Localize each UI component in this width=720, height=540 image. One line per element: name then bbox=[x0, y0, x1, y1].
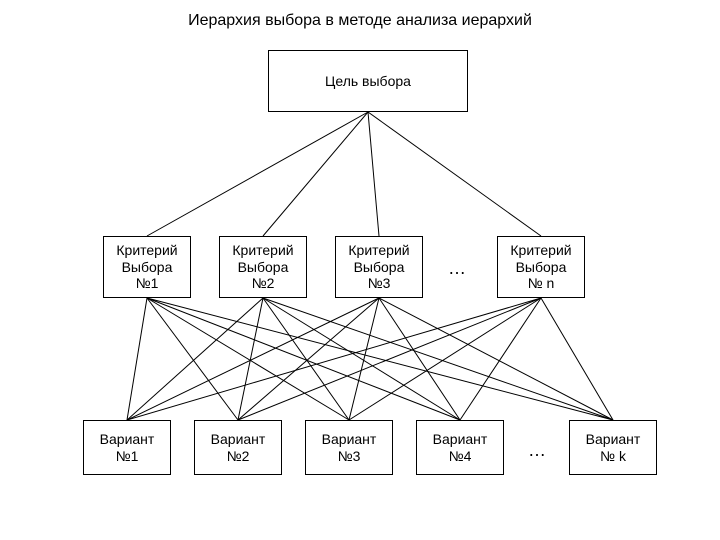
node-variant-2: Вариант №2 bbox=[194, 420, 282, 475]
node-criterion-3: Критерий Выбора №3 bbox=[335, 236, 423, 298]
node-criterion-2: Критерий Выбора №2 bbox=[219, 236, 307, 298]
node-criterion-1: Критерий Выбора №1 bbox=[103, 236, 191, 298]
diagram-title: Иерархия выбора в методе анализа иерархи… bbox=[0, 12, 720, 30]
ellipsis-variants: … bbox=[528, 440, 548, 461]
node-criterion-n: Критерий Выбора № n bbox=[497, 236, 585, 298]
node-variant-3: Вариант №3 bbox=[305, 420, 393, 475]
node-variant-k: Вариант № k bbox=[569, 420, 657, 475]
ellipsis-criteria: … bbox=[448, 258, 468, 279]
node-variant-4: Вариант №4 bbox=[416, 420, 504, 475]
node-goal: Цель выбора bbox=[268, 50, 468, 112]
node-variant-1: Вариант №1 bbox=[83, 420, 171, 475]
